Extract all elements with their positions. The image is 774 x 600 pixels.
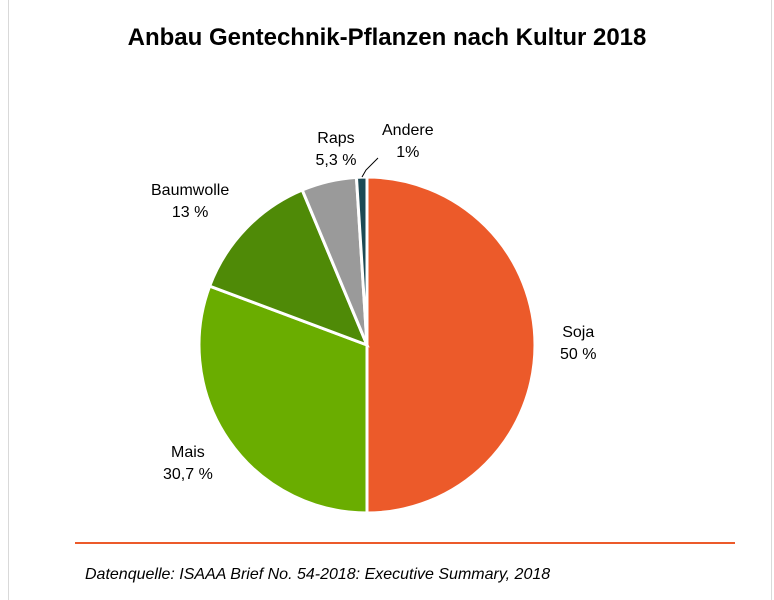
slice-label-name: Baumwolle	[151, 182, 230, 199]
pie-slice-andere	[354, 175, 369, 346]
slice-label-soja: Soja 50 %	[560, 322, 596, 366]
slice-label-value: 5,3 %	[315, 152, 357, 169]
slice-label-raps: Raps 5,3 %	[316, 128, 357, 172]
slice-label-name: Soja	[562, 324, 595, 341]
source-note: Datenquelle: ISAAA Brief No. 54-2018: Ex…	[85, 566, 551, 583]
slice-label-name: Andere	[382, 122, 434, 139]
chart-title: Anbau Gentechnik-Pflanzen nach Kultur 20…	[127, 24, 647, 51]
source-divider	[75, 542, 735, 544]
slice-label-value: 13 %	[171, 204, 209, 221]
slice-label-name: Mais	[171, 444, 205, 461]
slice-label-baumwolle: Baumwolle 13 %	[151, 180, 229, 224]
leader-line-andere	[361, 157, 379, 178]
pie-slice-mais	[197, 284, 369, 515]
slice-label-value: 30,7 %	[163, 466, 213, 483]
pie-slice-baumwolle	[207, 188, 370, 348]
slice-label-value: 50 %	[560, 346, 597, 363]
frame-border-right	[771, 0, 772, 600]
slice-label-value: 1%	[396, 144, 420, 161]
slice-label-mais: Mais 30,7 %	[163, 442, 213, 486]
frame-border-left	[8, 0, 9, 600]
pie-slice-soja	[365, 175, 537, 515]
slice-label-name: Raps	[317, 130, 355, 147]
slice-label-andere: Andere 1%	[382, 120, 434, 164]
